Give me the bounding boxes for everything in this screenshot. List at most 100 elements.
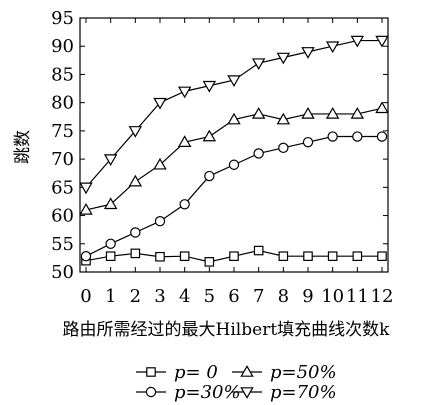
data-point [352, 131, 363, 142]
x-tick-label: 5 [204, 286, 215, 307]
plot-area-border [79, 17, 389, 273]
y-tick-label: 85 [51, 64, 74, 85]
legend-label: p= 0 [174, 362, 218, 383]
data-point [301, 107, 315, 119]
x-tick-label: 2 [130, 286, 141, 307]
x-tick-label: 7 [253, 286, 264, 307]
data-point [327, 251, 338, 261]
data-point [352, 251, 363, 261]
y-axis-ticks: 50 55 60 65 70 75 80 85 90 95 [51, 8, 388, 283]
y-tick-label: 95 [51, 8, 74, 29]
series-square [81, 245, 387, 267]
legend-item: p=50% [232, 362, 337, 383]
data-point [128, 174, 143, 187]
x-tick-label: 6 [228, 286, 239, 307]
y-tick-label: 80 [51, 93, 74, 114]
data-point [103, 154, 118, 167]
data-point [303, 251, 313, 261]
data-point [128, 126, 143, 138]
data-point [228, 159, 240, 170]
legend-marker [240, 387, 254, 399]
y-axis-label: 跳数 [13, 130, 33, 164]
series-triangle-up [79, 101, 389, 215]
y-tick-label: 75 [51, 121, 74, 142]
data-point [177, 135, 192, 147]
data-point [80, 250, 92, 262]
data-point [153, 97, 167, 110]
data-point [325, 41, 340, 54]
legend-marker [146, 367, 156, 377]
data-point [155, 251, 165, 262]
legend: p= 0 p=50% p=30% p=70% [136, 362, 337, 403]
data-point [227, 112, 241, 125]
data-point [179, 251, 190, 261]
legend-marker [240, 365, 254, 377]
data-point [204, 170, 215, 182]
data-point [376, 131, 388, 142]
x-tick-label: 11 [346, 286, 369, 307]
legend-item: p= 0 [136, 362, 218, 383]
legend-label: p=30% [174, 382, 241, 403]
data-point [130, 248, 141, 259]
data-point [251, 58, 266, 71]
data-point [79, 182, 93, 195]
data-point [251, 107, 266, 119]
legend-label: p=70% [270, 382, 337, 403]
data-point [153, 157, 167, 170]
y-tick-label: 50 [51, 262, 74, 283]
legend-marker [145, 386, 157, 398]
data-point [105, 238, 116, 249]
data-point [350, 35, 365, 48]
legend-item: p=30% [136, 382, 241, 403]
data-point [278, 251, 289, 261]
y-tick-label: 55 [51, 234, 74, 255]
x-tick-label: 10 [321, 286, 344, 307]
series-circle [80, 131, 388, 262]
data-point [276, 52, 291, 65]
x-tick-label: 8 [278, 286, 289, 307]
y-tick-label: 70 [51, 149, 74, 170]
data-point [130, 227, 141, 238]
x-axis-label: 路由所需经过的最大Hilbert填充曲线次数k [63, 320, 391, 340]
series-triangle-down [79, 35, 389, 195]
y-tick-label: 65 [51, 177, 74, 198]
data-point [301, 47, 315, 59]
data-point [177, 86, 192, 99]
series-line [85, 135, 382, 257]
data-point [327, 131, 338, 142]
y-tick-label: 60 [51, 206, 74, 227]
data-point [375, 35, 389, 48]
series-layer [79, 35, 389, 267]
data-point [79, 203, 93, 215]
legend-label: p=50% [270, 362, 337, 383]
data-point [375, 101, 389, 114]
y-tick-label: 90 [51, 36, 74, 57]
x-tick-label: 9 [302, 286, 313, 307]
data-point [179, 199, 190, 210]
x-tick-label: 1 [105, 286, 116, 307]
x-tick-label: 3 [154, 286, 165, 307]
data-point [103, 197, 118, 210]
x-tick-label: 12 [371, 286, 394, 307]
data-point [227, 75, 241, 87]
data-point [276, 112, 291, 125]
x-tick-label: 4 [179, 286, 190, 307]
data-point [325, 107, 340, 119]
plot-frame [79, 17, 389, 273]
data-point [253, 245, 264, 256]
data-point [202, 129, 217, 142]
data-point [377, 251, 387, 261]
data-point [229, 251, 239, 261]
x-axis-ticks: 0 1 2 3 4 5 6 7 8 9 10 11 12 [80, 18, 393, 307]
legend-item: p=70% [232, 382, 337, 403]
data-point [105, 251, 116, 261]
data-point [253, 148, 264, 159]
data-point [154, 215, 166, 227]
data-point [350, 107, 365, 119]
data-point [202, 80, 217, 93]
data-point [278, 142, 289, 154]
data-point [204, 257, 215, 267]
x-tick-label: 0 [80, 286, 91, 307]
data-point [302, 136, 314, 148]
